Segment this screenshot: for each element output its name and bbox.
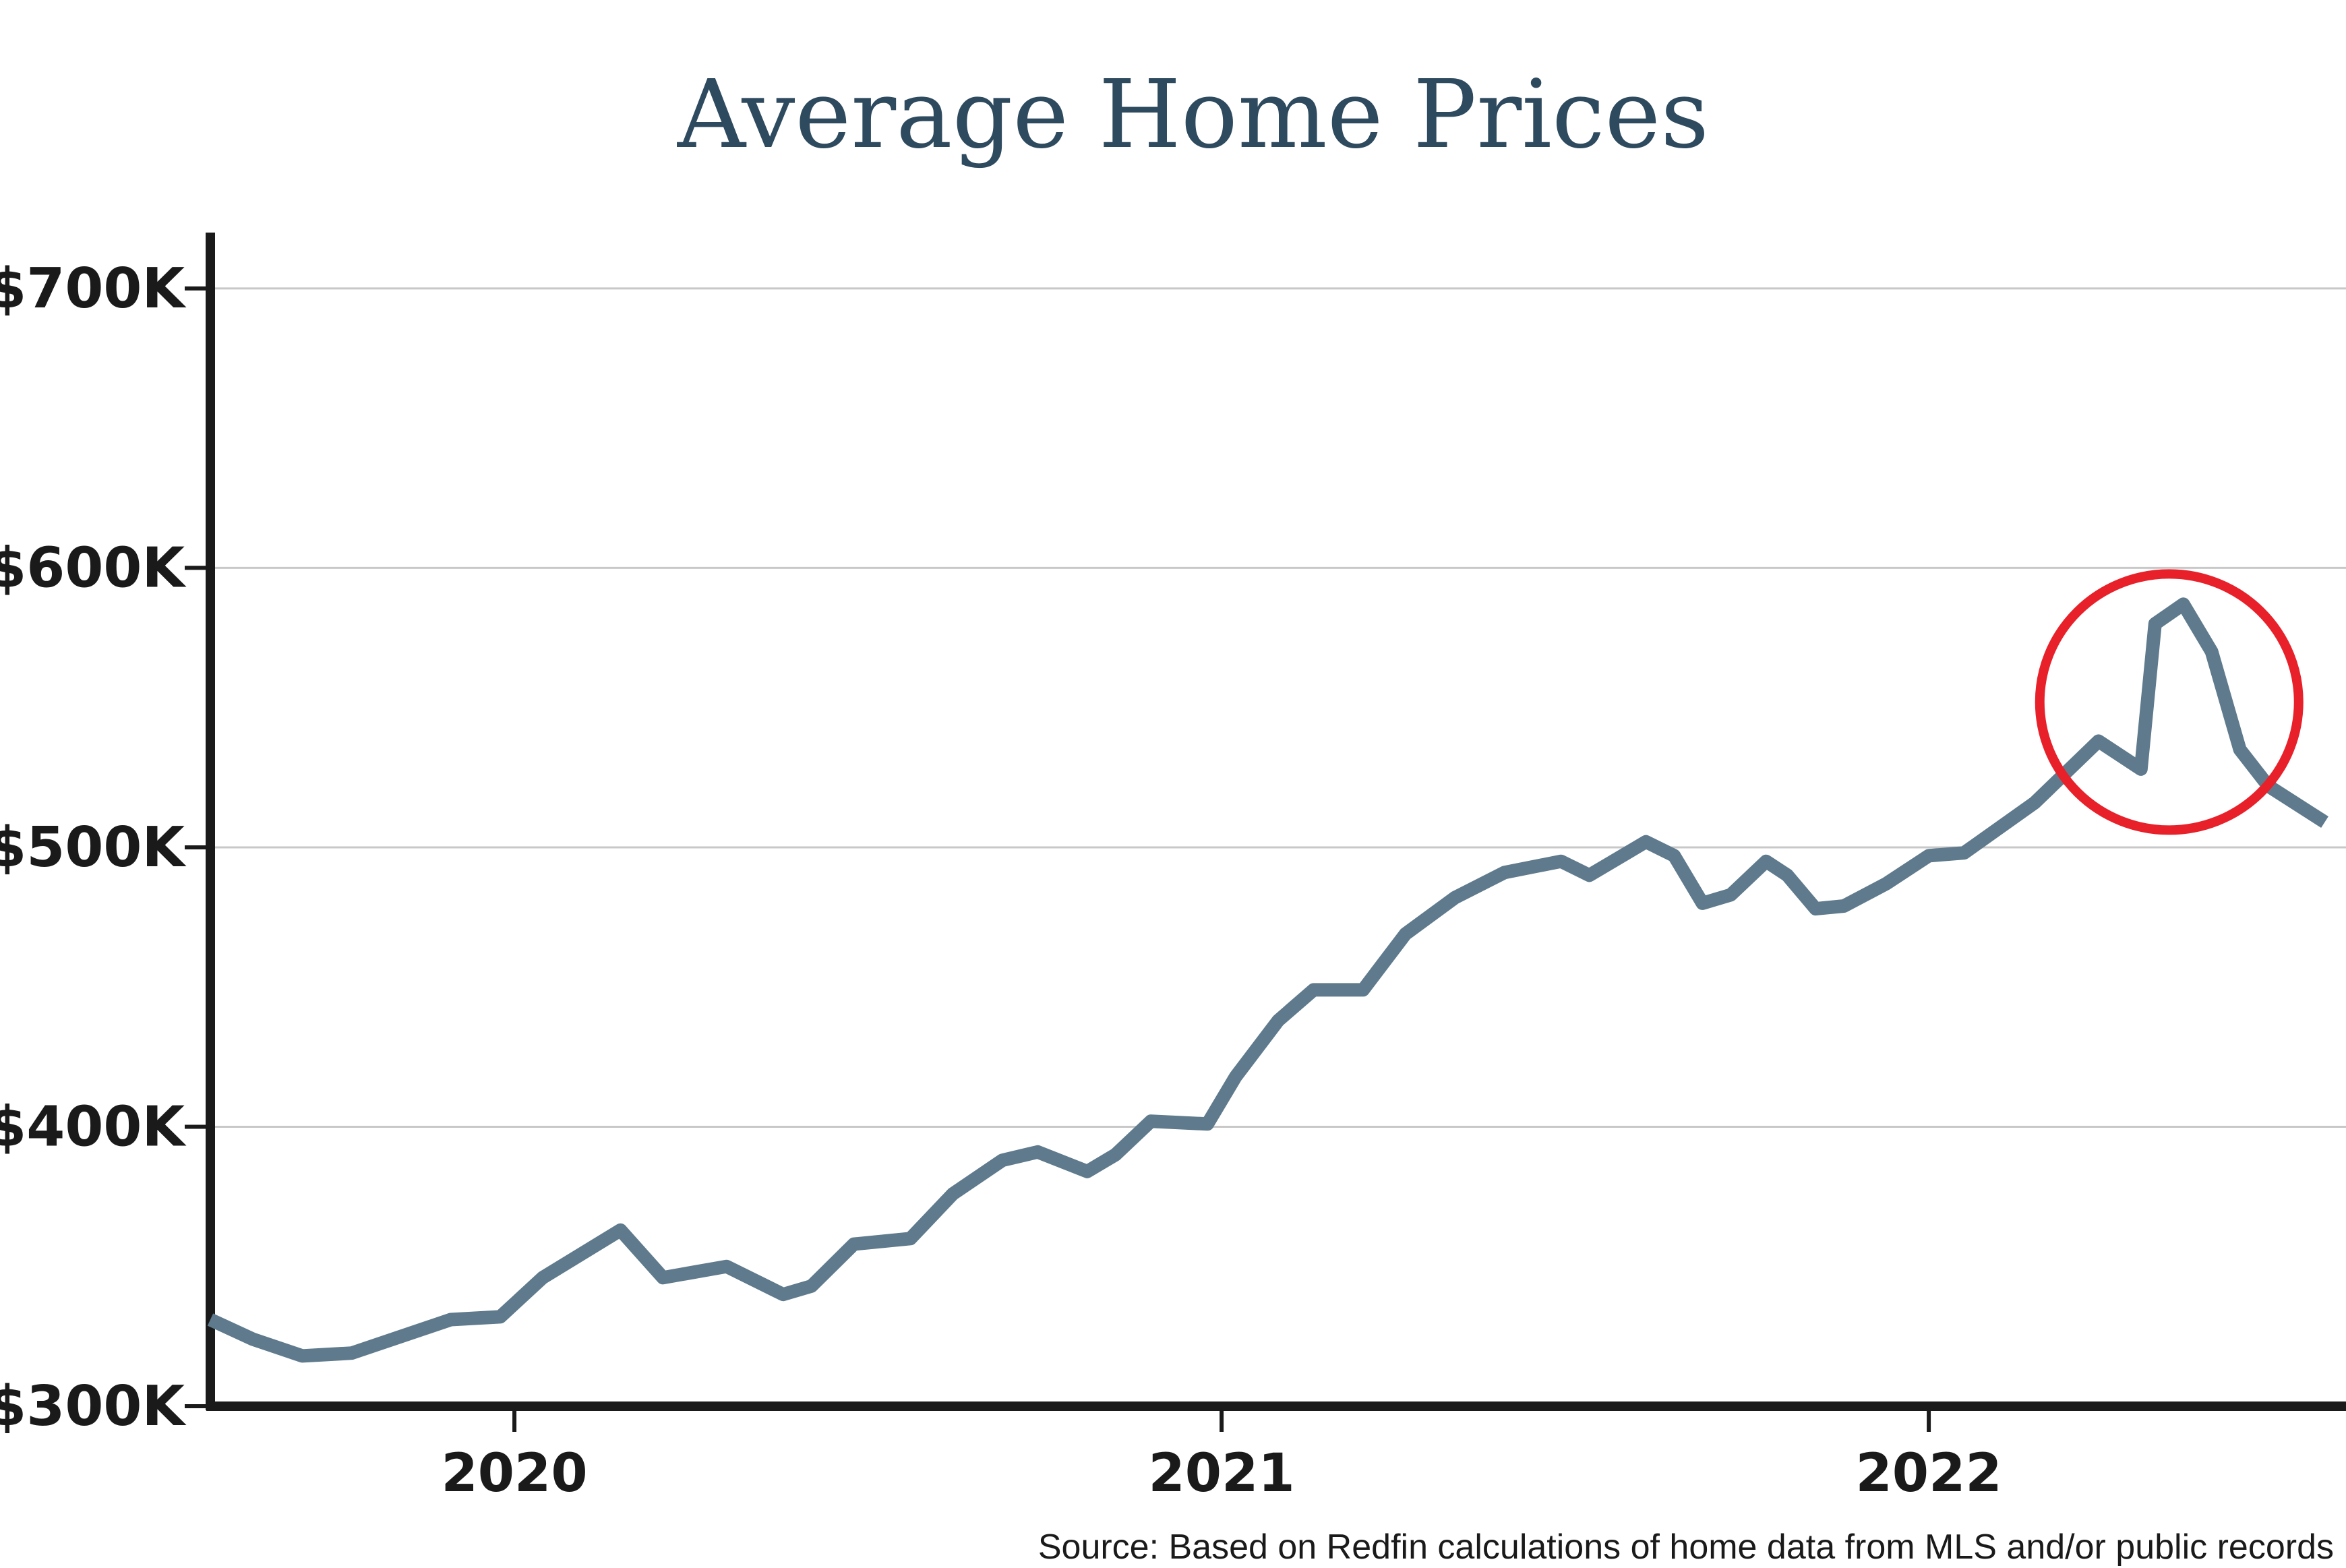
y-tick-label-4: $700K bbox=[0, 257, 187, 321]
gridlines bbox=[210, 287, 2346, 1128]
x-tick-label-1: 2021 bbox=[1149, 1443, 1295, 1504]
y-tick-label-2: $500K bbox=[0, 816, 187, 880]
data-point-43 bbox=[2098, 741, 2099, 742]
y-tick-label-1: $400K bbox=[0, 1095, 187, 1159]
data-point-16 bbox=[1037, 1151, 1038, 1152]
series-group bbox=[207, 597, 2328, 1363]
data-point-47 bbox=[2211, 651, 2212, 652]
data-point-13 bbox=[910, 1238, 911, 1239]
y-tick-label-3: $600K bbox=[0, 536, 187, 600]
data-point-31 bbox=[1674, 855, 1675, 856]
data-point-48 bbox=[2239, 749, 2240, 750]
data-point-3 bbox=[351, 1353, 352, 1354]
data-point-27 bbox=[1504, 872, 1505, 873]
y-axis-ticks: $300K $400K $500K $600K $700K bbox=[0, 257, 210, 1439]
data-point-44 bbox=[2140, 768, 2141, 769]
source-note: Source: Based on Redfin calculations of … bbox=[1038, 1528, 2334, 1567]
data-point-0 bbox=[210, 1319, 211, 1320]
data-point-18 bbox=[1115, 1154, 1116, 1155]
data-point-22 bbox=[1278, 1020, 1279, 1021]
data-point-38 bbox=[1886, 883, 1887, 884]
highlight-annotation bbox=[2035, 569, 2304, 835]
axes bbox=[206, 233, 2346, 1411]
x-tick-label-0: 2020 bbox=[442, 1443, 588, 1504]
y-tick-label-0: $300K bbox=[0, 1375, 187, 1439]
x-tick-label-2: 2022 bbox=[1856, 1443, 2002, 1504]
highlight-circle bbox=[2035, 569, 2304, 835]
data-point-9 bbox=[726, 1266, 727, 1267]
x-axis-ticks: 2020 2021 2022 bbox=[442, 1406, 2002, 1504]
data-point-46 bbox=[2183, 604, 2184, 605]
data-point-29 bbox=[1589, 875, 1590, 876]
data-point-35 bbox=[1787, 875, 1788, 876]
series-line-0 bbox=[207, 597, 2328, 1363]
data-point-4 bbox=[450, 1319, 451, 1320]
chart-title: Average Home Prices bbox=[677, 60, 1709, 170]
